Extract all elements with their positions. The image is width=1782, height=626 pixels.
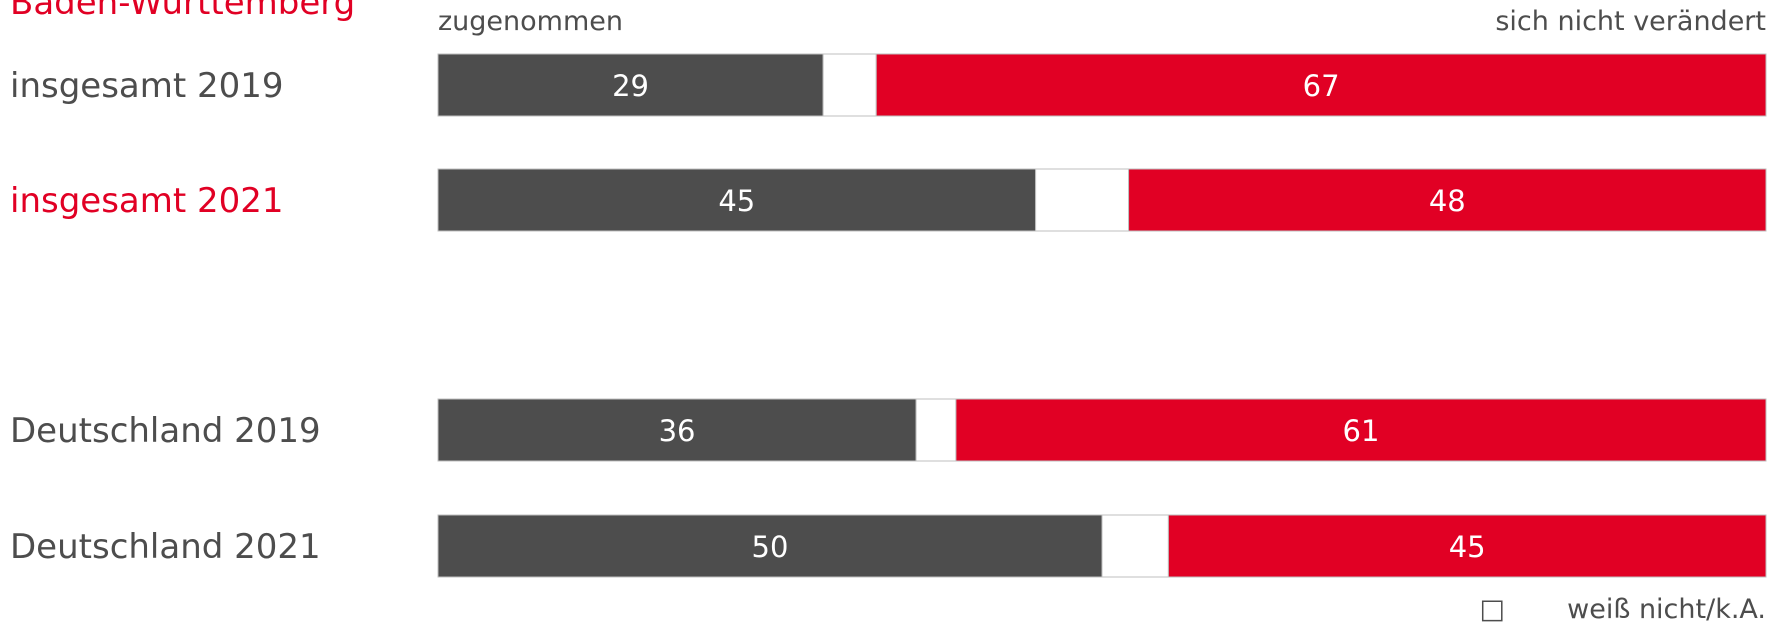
legend-label-weiss-nicht: weiß nicht/k.A.: [1567, 594, 1766, 625]
legend-symbol: □: [1479, 594, 1505, 625]
bar-segment: [1128, 168, 1767, 232]
bar-segment: [437, 168, 1037, 232]
data-label: 67: [1303, 69, 1340, 103]
data-label: 50: [752, 530, 789, 564]
bar-segment: [437, 53, 824, 117]
category-label: Deutschland 2021: [10, 527, 321, 567]
data-label: 45: [1449, 530, 1486, 564]
legend: □ weiß nicht/k.A.: [1479, 594, 1766, 625]
data-label: 29: [612, 69, 649, 103]
data-label: 61: [1343, 414, 1380, 448]
bar-segment: [955, 398, 1767, 462]
bar-segment: [437, 514, 1103, 578]
bar-segment: [915, 398, 957, 462]
chart-title: Baden-Württemberg: [10, 0, 355, 23]
category-label: insgesamt 2019: [10, 66, 284, 106]
header-nicht-veraendert: sich nicht verändert: [1495, 6, 1766, 37]
bar-segment: [822, 53, 877, 117]
bars-group: insgesamt 2019 29 67 insgesamt 2021 45 48 Deut…: [10, 53, 1767, 578]
bar-segment: [1101, 514, 1169, 578]
category-label: Deutschland 2019: [10, 411, 321, 451]
header-zugenommen: zugenommen: [438, 6, 623, 37]
bar-segment: [875, 53, 1767, 117]
bar-segment: [1167, 514, 1767, 578]
data-label: 45: [718, 184, 755, 218]
category-label: insgesamt 2021: [10, 181, 284, 221]
bar-segment: [1035, 168, 1130, 232]
bar-segment: [437, 398, 917, 462]
data-label: 48: [1429, 184, 1466, 218]
data-label: 36: [659, 414, 696, 448]
